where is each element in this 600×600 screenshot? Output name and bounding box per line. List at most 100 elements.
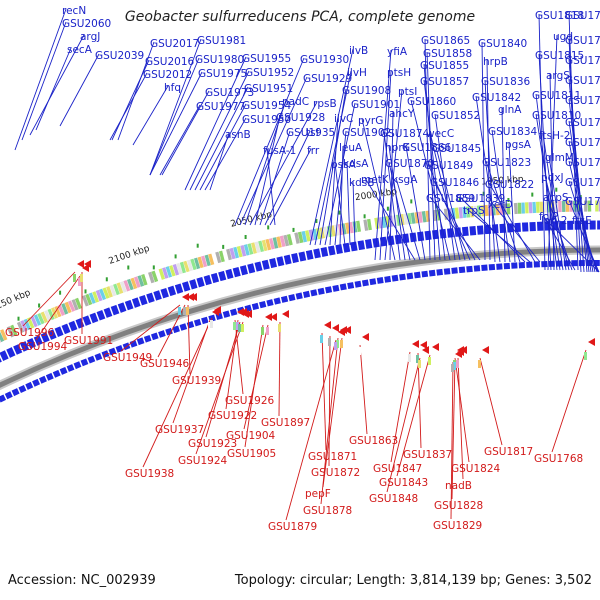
label-leader-line [459,196,526,263]
forward-gene-label: GSU1855 [420,60,469,72]
forward-gene-label: GSU1951 [244,83,293,95]
cog-segment [294,232,300,244]
label-leader-line [451,359,456,500]
forward-gene-label: GSU1857 [420,76,469,88]
reverse-gene-label: GSU1847 [373,463,422,475]
forward-gene-label: argJ [80,31,100,43]
label-leader-line [386,357,421,493]
forward-gene-label: leuA [339,142,363,154]
reverse-gene-arrow [77,260,84,268]
label-leader-line [423,63,441,261]
forward-gene-label: GSU1823 [482,157,531,169]
forward-gene-label: xerD [488,199,513,211]
gene-color-block [358,347,361,355]
label-leader-line [374,49,392,261]
forward-gene-label: asnB [225,129,251,141]
label-leader-line [383,131,401,261]
cog-segment [297,231,304,244]
forward-gene-label: GSU1785 [565,75,600,87]
gc-mark [458,197,461,202]
backbone-shadow [0,245,600,391]
label-leader-line [322,337,343,488]
label-leader-line [390,351,411,463]
label-leader-line [199,103,247,191]
reverse-gene-label: GSU1946 [140,358,190,370]
cog-segment [421,211,427,223]
forward-gene-label: GSU1874 [380,128,430,140]
label-leader-line [434,113,456,261]
forward-gene-label: lon-2 [541,215,567,227]
cog-segment [148,271,155,284]
gc-mark [152,265,155,270]
gene-color-block [328,338,331,346]
cog-segment [305,230,311,242]
label-leader-line [35,47,72,131]
forward-gene-label: GSU2012 [143,69,192,81]
cog-segment [169,265,176,277]
cog-segment [359,220,365,232]
label-leader-line [427,163,471,261]
forward-gene-label: GSU1822 [485,179,534,191]
kbp-tick-label: 2150 kbp [0,288,32,314]
cog-segment [208,253,215,266]
label-leader-line [426,51,436,261]
label-leader-line [501,107,506,263]
cog-segment [71,299,79,311]
cog-segment [290,233,297,245]
cog-segment [211,252,218,265]
reverse-gene-arrow [482,346,489,354]
reverse-gene-label: GSU1878 [303,505,352,517]
cog-segment [0,331,5,343]
label-leader-line [159,104,201,176]
forward-gene-label: GSU1779 [565,196,600,208]
label-leader-line [405,145,426,261]
cog-segment [276,236,282,248]
label-leader-line [429,196,481,261]
forward-gene-label: GSU1935 [286,127,335,139]
forward-gene-label: pgsA [505,139,532,151]
forward-gene-label: hprK [385,142,411,154]
label-leader-line [209,132,230,191]
gene-color-block [584,352,587,360]
cog-segment [172,263,180,276]
label-leader-line [379,70,392,261]
cog-color-ring [0,200,600,343]
forward-gene-label: GSU1859 [426,193,475,205]
cog-segment [158,268,166,280]
forward-gene-label: GSU1981 [197,35,246,47]
reverse-gene-label: GSU1848 [369,493,418,505]
label-leader-line [352,180,356,246]
cog-segment [95,289,103,302]
reverse-gene-label: GSU1939 [172,375,221,387]
label-leader-line [485,160,521,263]
cog-segment [283,234,290,247]
cog-segment [54,305,62,318]
gene-color-block [453,362,456,370]
gene-color-block [233,322,236,330]
cog-segment [88,292,96,304]
gene-color-block [451,364,454,372]
label-leader-line [334,162,346,246]
forward-gene-label: GSU1818 [535,10,584,22]
gene-color-block [238,324,241,332]
forward-gene-label: glnA [498,104,522,116]
label-leader-line [14,8,67,151]
cog-segment [162,267,169,279]
cog-segment [366,218,372,231]
gc-mark [531,192,534,197]
label-leader-line [264,130,311,226]
forward-gene-label: secA [67,44,93,56]
reverse-gene-label: GSU1871 [308,451,357,463]
label-leader-line [429,131,461,261]
forward-gene-label: ksgA [392,174,418,186]
label-leader-line [189,70,250,191]
gene-color-block [261,327,264,335]
gc-mark [386,206,389,211]
reverse-gene-arrow [588,338,595,346]
gene-color-block [456,360,459,368]
label-leader-line [568,120,592,273]
label-leader-line [249,101,318,226]
forward-gene-label: GSU1780 [565,177,600,189]
label-leader-line [542,214,576,271]
